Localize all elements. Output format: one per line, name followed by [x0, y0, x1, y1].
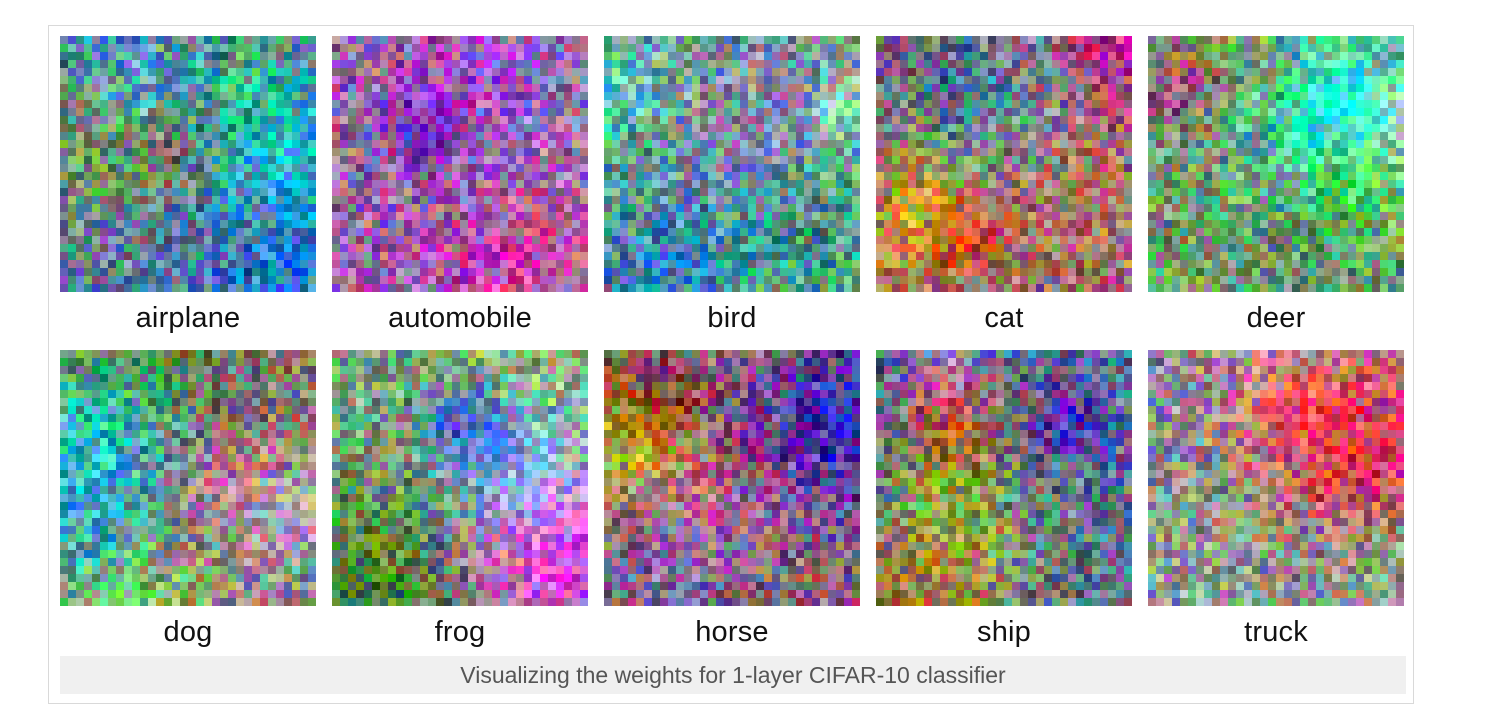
weight-cell-ship: ship	[876, 350, 1132, 656]
weight-image-bird	[604, 36, 860, 292]
weight-cell-automobile: automobile	[332, 36, 588, 342]
weight-image-dog	[60, 350, 316, 606]
weight-image-deer	[1148, 36, 1404, 292]
class-label-cat: cat	[984, 302, 1024, 334]
weight-image-ship	[876, 350, 1132, 606]
weight-cell-cat: cat	[876, 36, 1132, 342]
class-label-truck: truck	[1244, 616, 1308, 648]
class-label-horse: horse	[695, 616, 769, 648]
weight-cell-frog: frog	[332, 350, 588, 656]
class-label-deer: deer	[1246, 302, 1306, 334]
figure: airplane automobile bird cat deer dog fr…	[48, 25, 1414, 704]
class-label-airplane: airplane	[135, 302, 241, 334]
weight-cell-horse: horse	[604, 350, 860, 656]
figure-caption: Visualizing the weights for 1-layer CIFA…	[60, 656, 1406, 694]
weight-cell-truck: truck	[1148, 350, 1404, 656]
weight-image-automobile	[332, 36, 588, 292]
weight-image-frog	[332, 350, 588, 606]
class-label-bird: bird	[707, 302, 757, 334]
class-label-frog: frog	[434, 616, 486, 648]
weight-image-horse	[604, 350, 860, 606]
weight-cell-bird: bird	[604, 36, 860, 342]
weight-cell-airplane: airplane	[60, 36, 316, 342]
class-label-automobile: automobile	[388, 302, 532, 334]
weight-image-airplane	[60, 36, 316, 292]
weight-image-cat	[876, 36, 1132, 292]
weight-cell-dog: dog	[60, 350, 316, 656]
class-label-dog: dog	[163, 616, 213, 648]
weight-cell-deer: deer	[1148, 36, 1404, 342]
weight-image-truck	[1148, 350, 1404, 606]
class-label-ship: ship	[977, 616, 1031, 648]
